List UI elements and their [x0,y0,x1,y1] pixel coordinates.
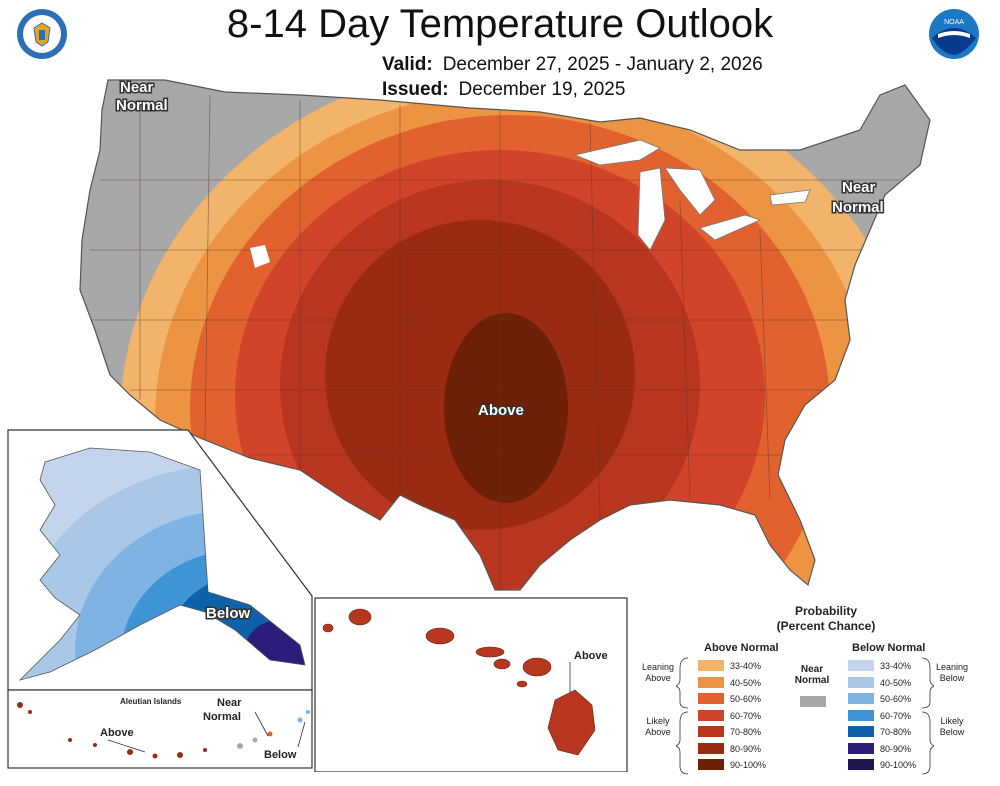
above-range-label-2: 40-50% [730,677,762,688]
likely-below-label: Likely Below [939,716,965,737]
aleutian-inset: Aleutian Islands Near Normal Above Below [7,689,313,769]
below-swatch-3 [848,693,874,704]
aleutian-islands-label: Aleutian Islands [120,697,182,706]
below-range-label-4: 60-70% [880,710,912,721]
doc-seal-icon [17,9,67,59]
below-swatch-4 [848,709,874,721]
aleutian-near-label-2: Normal [203,711,241,723]
below-swatch-7 [848,759,874,770]
above-range-label-5: 70-80% [730,727,762,737]
below-normal-header: Below Normal [852,642,926,654]
band-90-100 [444,313,568,503]
lake-huron [664,167,716,216]
below-swatch-2 [848,676,874,688]
leaning-below-label: Leaning Below [935,662,969,683]
above-swatch-7 [698,759,724,770]
below-range-label-3: 50-60% [880,694,912,704]
below-range-label-7: 90-100% [880,760,917,770]
above-swatch-4 [698,709,724,721]
legend-title: Probability (Percent Chance) [636,604,1000,634]
legend-title-line-2: (Percent Chance) [776,619,876,633]
probability-legend: Probability (Percent Chance) Above Norma… [636,604,976,775]
below-range-label-1: 33-40% [880,661,912,671]
above-swatch-3 [698,693,724,704]
above-range-label-4: 60-70% [730,710,762,721]
above-range-label-6: 80-90% [730,743,762,754]
lake-ontario [769,189,811,206]
valid-date-line: Valid: December 27, 2025 - January 2, 202… [382,54,763,76]
lake-erie [699,214,762,241]
issued-label: Issued: [382,79,449,100]
above-range-label-7: 90-100% [730,760,767,770]
above-range-label-1: 33-40% [730,661,762,671]
near-normal-legend-label: Near Normal [794,664,830,686]
near-normal-ne-label-2: Normal [832,199,884,216]
below-range-label-6: 80-90% [880,743,912,754]
hawaii-inset: Above [314,597,628,772]
below-swatch-6 [848,742,874,754]
below-alaska-label: Below [206,605,251,622]
above-brace-icon [676,657,689,775]
valid-value: December 27, 2025 - January 2, 2026 [442,54,763,75]
lake-superior [573,139,661,166]
near-normal-west-label-2: Normal [116,97,168,114]
great-salt-lake [250,245,270,268]
leaning-above-label: Leaning Above [641,662,675,683]
above-range-label-3: 50-60% [730,694,762,704]
near-normal-swatch [800,696,826,707]
above-swatch-6 [698,742,724,754]
hawaii-above-label: Above [574,650,608,662]
aleutian-below-label: Below [264,749,297,761]
likely-above-label: Likely Above [645,716,671,737]
noaa-logo-icon: NOAA [929,9,979,59]
below-swatch-5 [848,726,874,737]
below-swatch-1 [848,660,874,671]
above-conus-label: Above [478,402,524,419]
legend-title-line-1: Probability [794,604,857,618]
above-swatch-1 [698,660,724,671]
below-range-label-5: 70-80% [880,727,912,737]
map-title: 8-14 Day Temperature Outlook [226,2,774,46]
below-brace-icon [921,657,934,775]
svg-text:NOAA: NOAA [944,19,964,26]
above-normal-header: Above Normal [704,642,779,654]
aleutian-near-label-1: Near [217,697,242,709]
near-normal-west-label-1: Near [120,79,154,96]
above-swatch-2 [698,676,724,688]
lake-michigan [637,167,666,251]
issued-value: December 19, 2025 [458,79,626,100]
below-range-label-2: 40-50% [880,677,912,688]
valid-label: Valid: [382,54,433,75]
issued-date-line: Issued: December 19, 2025 [382,79,625,101]
near-normal-ne-label-1: Near [842,179,876,196]
above-swatch-5 [698,726,724,737]
aleutian-above-label: Above [100,727,134,739]
